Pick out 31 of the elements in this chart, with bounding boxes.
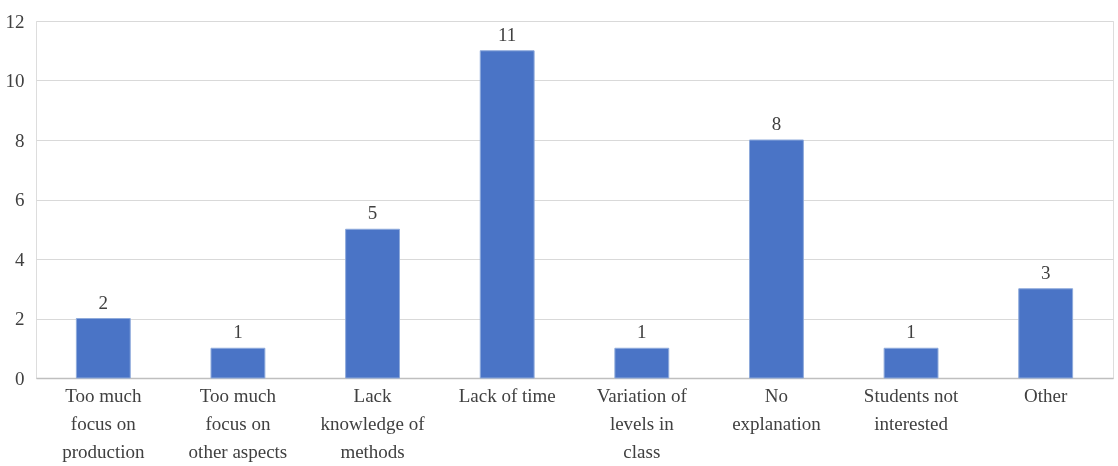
data-label: 2 <box>98 291 109 313</box>
bar <box>210 347 266 379</box>
bar <box>479 50 535 379</box>
bar <box>749 139 804 379</box>
x-tick-label: Other <box>1024 384 1068 406</box>
x-tick-label: No explanation <box>732 384 822 434</box>
x-tick-label: Lack of time <box>458 384 556 406</box>
bar <box>75 318 131 379</box>
bar <box>345 228 400 379</box>
y-tick-label: 10 <box>5 70 25 91</box>
x-tick-label: Variation of levels in class <box>596 384 688 462</box>
data-label: 5 <box>367 202 378 224</box>
y-tick-label: 8 <box>15 129 25 151</box>
data-label: 1 <box>906 321 916 343</box>
y-tick-label: 0 <box>15 367 25 389</box>
data-label: 11 <box>498 23 517 45</box>
data-label: 8 <box>771 113 782 134</box>
data-label: 1 <box>233 321 243 343</box>
data-label: 3 <box>1040 261 1051 283</box>
y-tick-label: 6 <box>15 189 25 210</box>
x-tick-label: Too much focus on production <box>62 384 145 462</box>
x-tick-label: Lack knowledge of methods <box>320 384 426 462</box>
bar <box>1018 288 1074 379</box>
y-tick-label: 12 <box>5 10 25 32</box>
data-label: 1 <box>637 321 647 343</box>
bar <box>883 347 939 379</box>
x-tick-label: Too much focus on other aspects <box>188 384 288 462</box>
y-tick-label: 4 <box>15 248 25 270</box>
bar <box>614 347 670 379</box>
y-tick-label: 2 <box>15 308 25 329</box>
x-tick-label: Students not interested <box>863 384 960 434</box>
